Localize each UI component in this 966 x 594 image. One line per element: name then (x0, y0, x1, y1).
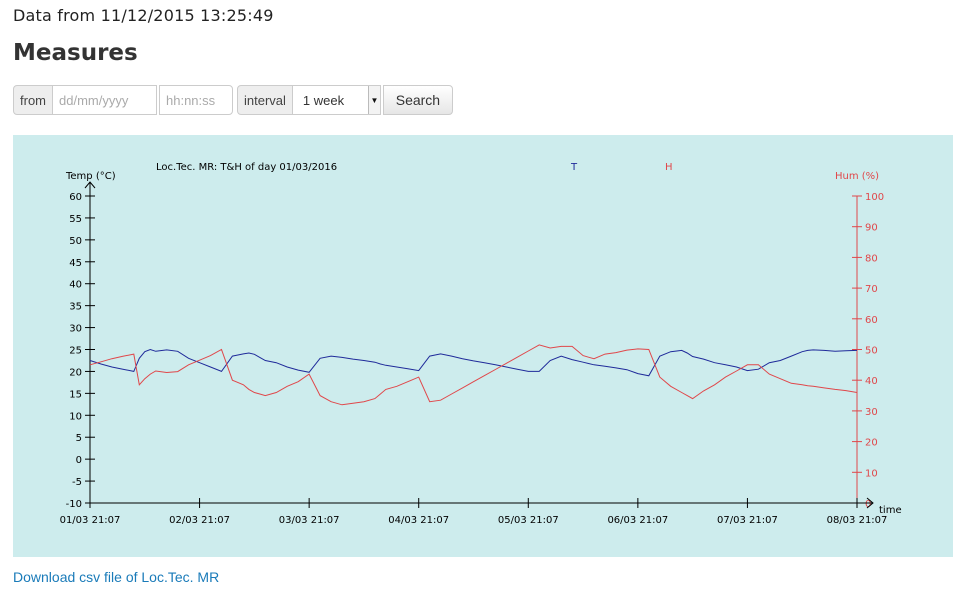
y-right-tick-label: 80 (865, 253, 878, 264)
y-left-tick-label: 30 (69, 324, 82, 335)
y-right-tick-label: 10 (865, 468, 878, 479)
y-left-tick-label: 40 (69, 280, 82, 291)
date-input[interactable] (53, 85, 157, 115)
x-axis-arrow (866, 497, 874, 509)
data-timestamp: Data from 11/12/2015 13:25:49 (13, 6, 274, 25)
y-left-tick-label: 35 (69, 302, 82, 313)
y-right-tick-label: 0 (865, 499, 871, 510)
interval-label: interval (237, 85, 293, 115)
y-left-tick-label: 45 (69, 258, 82, 269)
y-left-tick-label: 60 (69, 192, 82, 203)
from-label: from (13, 85, 53, 115)
x-tick-label: 07/03 21:07 (717, 515, 778, 526)
x-tick-label: 04/03 21:07 (388, 515, 449, 526)
x-axis-label: time (879, 505, 902, 516)
y-axis-right-label: Hum (%) (835, 171, 879, 182)
x-tick-label: 06/03 21:07 (607, 515, 668, 526)
y-axis-left-label: Temp (°C) (65, 171, 116, 182)
chart-panel: Temp (°C) 60 55 50 45 40 35 30 25 20 15 10 5 0 -5 -10 Hu… (13, 135, 953, 557)
page-title: Measures (13, 40, 138, 66)
search-button[interactable]: Search (382, 85, 453, 115)
triangle-down-icon[interactable]: ▼ (367, 86, 380, 114)
temp-humidity-chart: Temp (°C)605550454035302520151050-5-10Hu… (60, 162, 902, 526)
y-left-tick-label: 5 (76, 433, 82, 444)
y-right-tick-label: 30 (865, 407, 878, 418)
interval-select[interactable]: 1 week ▼ (292, 85, 381, 115)
y-right-tick-label: 100 (865, 192, 884, 203)
y-right-tick-label: 60 (865, 315, 878, 326)
y-right-tick-label: 40 (865, 376, 878, 387)
y-left-tick-label: 55 (69, 214, 82, 225)
chart-title: Loc.Tec. MR: T&H of day 01/03/2016 (156, 162, 337, 173)
y-right-tick-label: 70 (865, 284, 878, 295)
y-left-tick-label: 50 (69, 236, 82, 247)
y-left-tick-label: 15 (69, 389, 82, 400)
x-tick-label: 05/03 21:07 (498, 515, 559, 526)
y-left-tick-label: 25 (69, 346, 82, 357)
x-tick-label: 01/03 21:07 (60, 515, 121, 526)
legend-t: T (570, 162, 578, 173)
y-left-tick-label: -5 (72, 477, 82, 488)
series-line-T (89, 348, 858, 377)
y-axis-left-arrow (84, 181, 96, 189)
series-line-H (89, 344, 858, 406)
y-left-tick-label: 0 (76, 455, 82, 466)
y-left-tick-label: 10 (69, 411, 82, 422)
download-csv-link[interactable]: Download csv file of Loc.Tec. MR (13, 569, 220, 585)
legend-h: H (665, 162, 673, 173)
search-form: from interval 1 week ▼ Search (13, 85, 453, 115)
x-tick-label: 02/03 21:07 (169, 515, 230, 526)
y-left-tick-label: -10 (66, 499, 82, 510)
x-tick-label: 03/03 21:07 (279, 515, 340, 526)
time-input[interactable] (159, 85, 233, 115)
y-right-tick-label: 50 (865, 346, 878, 357)
y-right-tick-label: 90 (865, 223, 878, 234)
x-tick-label: 08/03 21:07 (827, 515, 888, 526)
y-left-tick-label: 20 (69, 367, 82, 378)
y-right-tick-label: 20 (865, 438, 878, 449)
interval-select-value: 1 week (302, 92, 345, 108)
